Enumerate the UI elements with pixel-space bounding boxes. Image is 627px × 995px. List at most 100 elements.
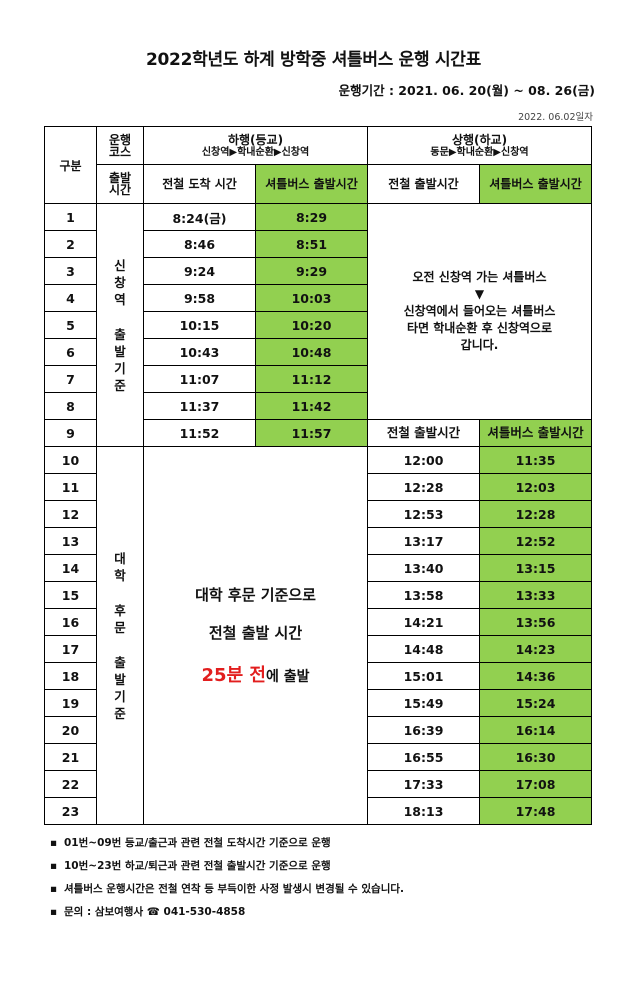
label-char: 대 (114, 550, 126, 566)
row-number: 10 (44, 446, 97, 474)
table-row: 9 11:52 11:57 전철 출발시간 셔틀버스 출발시간 (44, 419, 593, 447)
train-departure-time: 14:48 (367, 635, 481, 663)
bus-departure-time: 10:03 (254, 284, 369, 312)
row-number: 17 (44, 635, 97, 663)
header-train-arrive: 전철 도착 시간 (143, 164, 256, 204)
note-line: 오전 신창역 가는 셔틀버스 (412, 270, 547, 284)
header-bus-depart-up: 셔틀버스 출발시간 (479, 164, 593, 204)
row-number: 16 (44, 608, 97, 636)
down-route: 신창역▶학내순환▶신창역 (201, 146, 310, 158)
bus-departure-time: 16:14 (479, 716, 593, 744)
bus-departure-time: 13:15 (479, 554, 593, 582)
row-number: 23 (44, 797, 97, 825)
footnotes: ▪ 01번~09번 등교/출근과 관련 전철 도착시간 기준으로 운행 ▪ 10번~… (50, 832, 404, 924)
table-row: 23 18:13 17:48 (44, 797, 593, 825)
train-arrival-time: 11:37 (143, 392, 256, 420)
emphasis-rest: 에 출발 (265, 668, 310, 685)
label-char: 출 (114, 654, 126, 670)
note-item: ▪ 문의 : 삼보여행사 ☎ 041-530-4858 (50, 906, 246, 918)
table-row: 18 15:01 14:36 (44, 662, 593, 690)
row-number: 18 (44, 662, 97, 690)
header-depart-time: 출발 시간 (96, 164, 144, 204)
table-row: 22 17:33 17:08 (44, 770, 593, 798)
note-line: 신창역에서 들어오는 셔틀버스 (403, 304, 556, 318)
depart-line: 시간 (108, 183, 132, 197)
train-departure-time: 14:21 (367, 608, 481, 636)
up-bus-depart-label: 셔틀버스 출발시간 (479, 419, 593, 447)
row-number: 19 (44, 689, 97, 717)
bus-departure-time: 14:36 (479, 662, 593, 690)
bus-departure-time: 8:29 (254, 203, 369, 231)
row-number: 22 (44, 770, 97, 798)
bus-departure-time: 9:29 (254, 257, 369, 285)
train-departure-time: 18:13 (367, 797, 481, 825)
table-row: 3 9:24 9:29 (44, 257, 592, 285)
train-departure-time: 15:01 (367, 662, 481, 690)
table-row: 21 16:55 16:30 (44, 743, 593, 771)
table-row: 19 15:49 15:24 (44, 689, 593, 717)
bus-departure-time: 12:52 (479, 527, 593, 555)
label-char: 출 (114, 326, 126, 342)
morning-up-note: 오전 신창역 가는 셔틀버스 ▼ 신창역에서 들어오는 셔틀버스 타면 학내순환 후 … (367, 203, 593, 420)
course-line: 코스 (108, 144, 132, 159)
red-emphasis: 25분 전 (201, 664, 266, 686)
table-row: 10 대 학 후 문 출 발 기 준 대학 후문 기준으로 전철 출발 시간 25분 전에 출발 12:… (44, 446, 593, 825)
row-number: 14 (44, 554, 97, 582)
row-number: 6 (44, 338, 97, 366)
table-row: 7 11:07 11:12 (44, 365, 592, 393)
row-number: 11 (44, 473, 97, 501)
row-number: 12 (44, 500, 97, 528)
label-char: 신 (114, 257, 126, 273)
note-line: 갑니다. (460, 338, 499, 352)
row-number: 13 (44, 527, 97, 555)
train-departure-time: 12:28 (367, 473, 481, 501)
train-arrival-time: 8:46 (143, 230, 256, 258)
header-down: 하행(등교) 신창역▶학내순환▶신창역 (142, 126, 369, 165)
bus-departure-time: 13:33 (479, 581, 593, 609)
up-route: 동문▶학내순환▶신창역 (430, 146, 529, 158)
row-number: 2 (44, 230, 97, 258)
train-departure-time: 15:49 (367, 689, 481, 717)
label-char: 학 (114, 567, 126, 583)
down-title: 하행(등교) (227, 132, 284, 147)
train-departure-time: 12:00 (367, 446, 481, 474)
note-line: 타면 학내순환 후 신창역으로 (407, 321, 553, 335)
depart-line: 출발 (108, 171, 132, 185)
issue-date: 2022. 06.02일자 (518, 112, 593, 123)
bus-departure-time: 11:57 (254, 419, 369, 447)
note-line: 대학 후문 기준으로 (195, 585, 316, 604)
table-row: 2 8:46 8:51 (44, 230, 592, 258)
note-line: 전철 출발 시간 (208, 623, 303, 642)
table-row: 11 12:28 12:03 (44, 473, 593, 501)
note-item: ▪ 셔틀버스 운행시간은 전철 연착 등 부득이한 사정 발생시 변경될 수 있습… (50, 883, 405, 895)
label-char: 창 (114, 274, 126, 290)
bus-departure-time: 13:56 (479, 608, 593, 636)
bus-departure-time: 10:48 (254, 338, 369, 366)
header-up: 상행(하교) 동문▶학내순환▶신창역 (367, 126, 593, 165)
row-number: 8 (44, 392, 97, 420)
bus-departure-time: 16:30 (479, 743, 593, 771)
label-char: 발 (114, 343, 126, 359)
shuttle-timetable: 구분 운행 코스 하행(등교) 신창역▶학내순환▶신창역 상행(하교) 동문▶학내… (44, 126, 593, 825)
train-arrival-time: 11:52 (143, 419, 256, 447)
bus-departure-time: 17:48 (479, 797, 593, 825)
header-course: 운행 코스 (96, 126, 144, 165)
train-arrival-time: 9:58 (143, 284, 256, 312)
train-arrival-time: 11:07 (143, 365, 256, 393)
label-char: 후 (114, 602, 126, 618)
row-number: 21 (44, 743, 97, 771)
row-number: 5 (44, 311, 97, 339)
bus-departure-time: 11:35 (479, 446, 593, 474)
row-number: 4 (44, 284, 97, 312)
bus-departure-time: 11:12 (254, 365, 369, 393)
bus-departure-time: 8:51 (254, 230, 369, 258)
page-title: 2022학년도 하계 방학중 셔틀버스 운행 시간표 (146, 50, 481, 70)
table-row: 8 11:37 11:42 (44, 392, 592, 420)
train-arrival-time: 10:43 (143, 338, 256, 366)
row-number: 1 (44, 203, 97, 231)
